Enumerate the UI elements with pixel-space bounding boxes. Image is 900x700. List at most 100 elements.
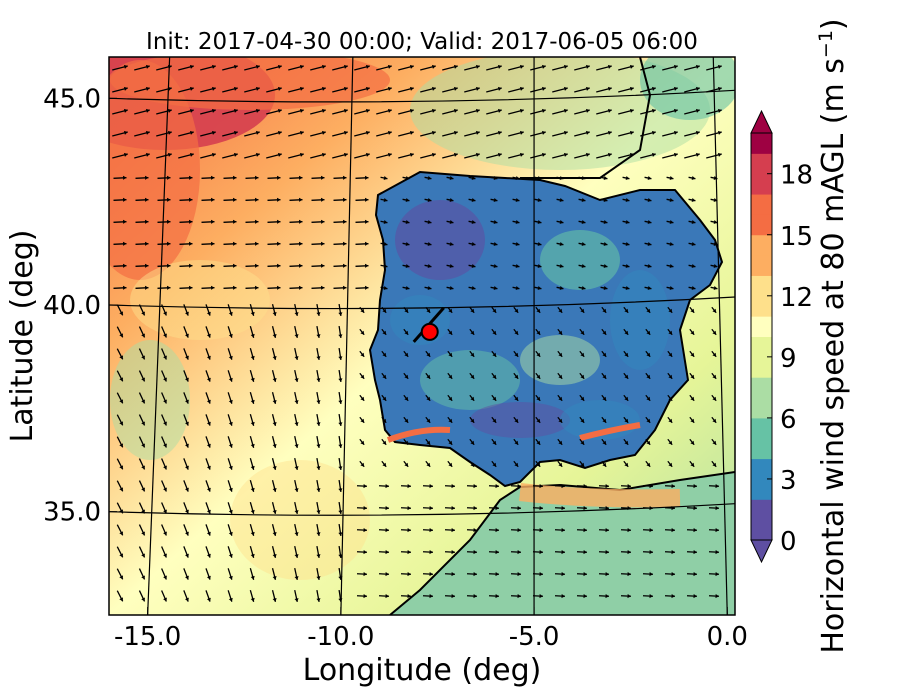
wind-arrow-head <box>559 285 564 291</box>
wind-arrow-head <box>602 352 607 357</box>
map-graticule <box>109 57 735 615</box>
wind-arrow-head <box>360 440 365 445</box>
wind-arrow-head <box>603 175 608 181</box>
wind-arrow-head <box>695 64 700 69</box>
wind-arrow-head <box>470 352 475 357</box>
wind-arrow-head <box>453 64 458 69</box>
wind-arrow-head <box>471 175 476 181</box>
wind-arrow-head <box>514 462 519 467</box>
wind-arrow-head <box>453 152 458 157</box>
wind-arrow-head <box>515 285 520 291</box>
land-contour-blob <box>610 270 670 370</box>
wind-arrow-head <box>294 400 299 404</box>
wind-arrow-head <box>607 152 612 157</box>
wind-arrow-head <box>690 352 695 357</box>
wind-arrow-head <box>717 108 722 113</box>
wind-arrow-head <box>343 86 348 91</box>
wind-arrow-head <box>272 311 277 316</box>
wind-arrow-head <box>517 572 521 577</box>
wind-arrow-head <box>211 64 216 69</box>
wind-arrow-head <box>602 440 607 445</box>
france-coast <box>520 57 652 179</box>
wind-arrow-head <box>431 86 436 91</box>
wind-arrow-head <box>228 355 233 360</box>
wind-arrow-head <box>316 312 321 316</box>
wind-arrow-head <box>673 152 678 157</box>
wind-arrow-head <box>673 64 678 69</box>
wind-arrow-head <box>715 572 719 577</box>
wind-arrow-head <box>563 108 568 113</box>
wind-arrow-head <box>272 443 277 448</box>
wind-arrow-head <box>320 175 325 180</box>
wind-arrow-head <box>272 333 277 338</box>
wind-arrow-head <box>471 263 476 269</box>
wind-arrow-head <box>514 418 519 423</box>
wind-arrow-head <box>470 330 475 335</box>
wind-arrow-head <box>338 334 343 338</box>
colorbar-tick-label: 12 <box>780 283 813 313</box>
wind-arrow-head <box>405 219 410 225</box>
wind-arrow-head <box>625 263 630 269</box>
wind-arrow-head <box>294 312 299 316</box>
wind-arrow-head <box>603 219 608 225</box>
wind-arrow-head <box>536 462 541 467</box>
wind-arrow-head <box>717 130 722 135</box>
wind-arrow-head <box>495 506 499 511</box>
wind-arrow-head <box>141 355 145 360</box>
land-contour-blob <box>390 295 450 345</box>
wind-arrow-head <box>717 152 722 157</box>
wind-arrow-head <box>185 333 189 338</box>
wind-arrow-head <box>206 399 211 404</box>
latitude-line <box>109 296 735 310</box>
wind-arrow-head <box>382 396 387 401</box>
wind-arrow-head <box>536 440 541 445</box>
wind-arrow-head <box>583 572 587 577</box>
y-axis-ticks: 35.0 40.0 45.0 <box>43 84 117 528</box>
wind-arrow-head <box>405 175 410 181</box>
wind-arrow-head <box>690 308 695 313</box>
wind-arrow-head <box>453 108 458 113</box>
wind-arrow-head <box>492 374 497 379</box>
high-wind-band <box>518 483 681 508</box>
wind-arrow-head <box>233 86 238 91</box>
wind-arrow-head <box>712 308 717 313</box>
wind-arrow-head <box>493 285 498 291</box>
wind-arrow-head <box>163 399 167 404</box>
plot-frame <box>108 56 736 616</box>
wind-arrow-head <box>581 285 586 291</box>
wind-arrow-head <box>254 219 259 224</box>
wind-arrow-head <box>228 311 233 316</box>
wind-arrow-head <box>536 308 541 313</box>
wind-arrow-head <box>321 86 326 91</box>
wind-arrow-head <box>580 418 585 423</box>
wind-arrow-head <box>316 554 321 558</box>
land-contour-blob <box>470 402 570 438</box>
wind-arrow-head <box>365 86 370 91</box>
wind-arrow-head <box>536 396 541 401</box>
wind-arrow-head <box>607 64 612 69</box>
wind-arrow-head <box>145 64 150 69</box>
wind-arrow-head <box>715 528 719 533</box>
wind-arrow-head <box>473 528 477 533</box>
wind-arrow-head <box>669 197 674 203</box>
wind-arrow-head <box>690 462 695 467</box>
wind-arrow-head <box>163 421 167 426</box>
wind-arrow-head <box>539 528 543 533</box>
wind-arrow-head <box>668 330 673 335</box>
wind-arrow-head <box>119 575 124 580</box>
wind-arrow-head <box>338 312 343 316</box>
wind-arrow-head <box>539 506 543 511</box>
wind-arrow-head <box>514 308 519 313</box>
wind-arrow-head <box>382 352 387 357</box>
wind-arrow-head <box>360 330 365 335</box>
wind-arrow-head <box>559 197 564 203</box>
colorbar-extend-min <box>750 539 773 564</box>
colorbar-segment <box>751 173 772 195</box>
wind-arrow-head <box>228 575 233 580</box>
wind-arrow-head <box>189 64 194 69</box>
wind-arrow-head <box>272 553 277 558</box>
wind-arrow-head <box>276 263 281 268</box>
wind-arrow-head <box>316 378 321 382</box>
wind-arrow-head <box>338 422 343 426</box>
wind-arrow-head <box>255 152 260 157</box>
